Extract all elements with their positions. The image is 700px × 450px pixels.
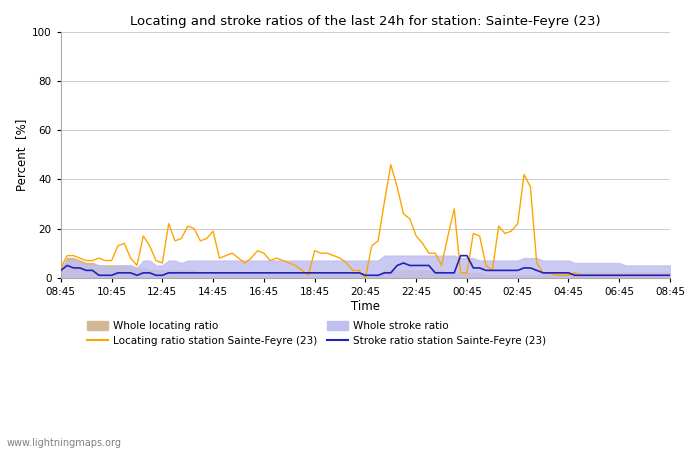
Legend: Whole locating ratio, Locating ratio station Sainte-Feyre (23), Whole stroke rat: Whole locating ratio, Locating ratio sta… [87, 321, 547, 346]
X-axis label: Time: Time [351, 300, 380, 313]
Y-axis label: Percent  [%]: Percent [%] [15, 119, 28, 191]
Title: Locating and stroke ratios of the last 24h for station: Sainte-Feyre (23): Locating and stroke ratios of the last 2… [130, 15, 601, 28]
Text: www.lightningmaps.org: www.lightningmaps.org [7, 438, 122, 448]
